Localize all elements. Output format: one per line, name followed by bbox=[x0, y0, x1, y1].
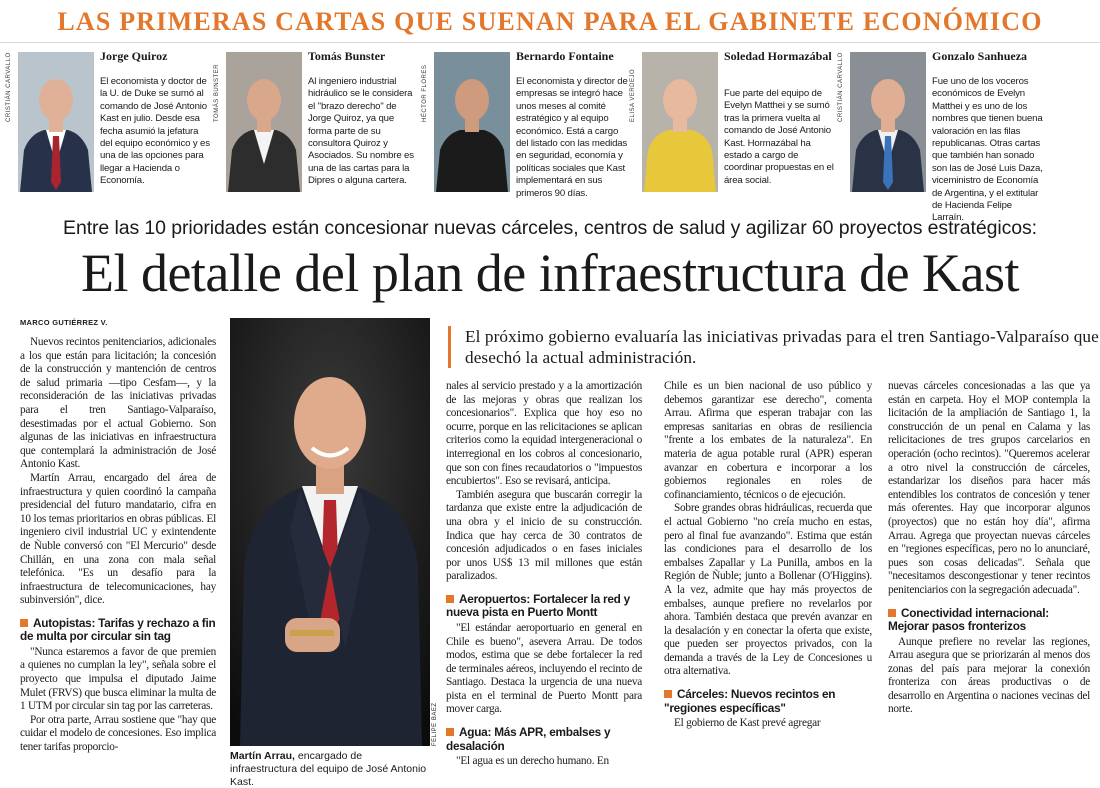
text-column: Chile es un bien nacional de uso público… bbox=[664, 380, 872, 786]
profile-name: Gonzalo Sanhueza bbox=[932, 49, 1028, 63]
caption-name: Martín Arrau, bbox=[230, 750, 295, 762]
subhead: Aeropuertos: Fortalecer la red y nueva p… bbox=[446, 592, 642, 620]
profile-text: Fue uno de los voceros económicos de Eve… bbox=[932, 76, 1043, 224]
photo-credit: ELISA VERDEJO bbox=[630, 68, 636, 122]
paragraph: nuevas cárceles concesionadas a las que … bbox=[888, 380, 1090, 596]
photo-caption: Martín Arrau, encargado de infraestructu… bbox=[230, 750, 430, 788]
profile-card: TOMÁS BUNSTER Tomás Bunster Al ingeniero i… bbox=[214, 49, 422, 196]
paragraph: "El estándar aeroportuario en general en… bbox=[446, 621, 642, 716]
paragraph: "Nunca estaremos a favor de que premien … bbox=[20, 645, 216, 713]
profile-name: Bernardo Fontaine bbox=[516, 49, 614, 63]
profile-text: Al ingeniero industrial hidráulico se le… bbox=[308, 76, 414, 187]
photo-credit: CRISTIÁN CARVALLO bbox=[838, 52, 844, 122]
profile-card: CRISTIÁN CARVALLO Jorge Quiroz El economis… bbox=[6, 49, 214, 196]
subhead: Agua: Más APR, embalses y desalación bbox=[446, 725, 642, 753]
paragraph: Martín Arrau, encargado del área de infr… bbox=[20, 471, 216, 607]
text-column: nuevas cárceles concesionadas a las que … bbox=[888, 380, 1090, 786]
profile-card: CRISTIÁN CARVALLO Gonzalo Sanhueza Fue uno… bbox=[838, 49, 1046, 224]
main-photo bbox=[230, 318, 430, 746]
profile-photo bbox=[18, 52, 94, 192]
byline: MARCO GUTIÉRREZ V. bbox=[20, 318, 108, 327]
profile-card: HÉCTOR FLORES Bernardo Fontaine El economi… bbox=[422, 49, 630, 199]
profile-text: El economista y director de empresas se … bbox=[516, 76, 628, 199]
paragraph: Aunque prefiere no revelar las regiones,… bbox=[888, 635, 1090, 716]
text-column: Nuevos recintos penitenciarios, adiciona… bbox=[20, 336, 216, 786]
profile-card: ELISA VERDEJO Soledad Hormazábal Fue parte… bbox=[630, 49, 838, 196]
paragraph: También asegura que buscarán corregir la… bbox=[446, 488, 642, 583]
profile-text: Fue parte del equipo de Evelyn Matthei y… bbox=[724, 88, 834, 186]
photo-credit: HÉCTOR FLORES bbox=[422, 64, 428, 122]
profile-photo bbox=[226, 52, 302, 192]
profile-photo bbox=[642, 52, 718, 192]
paragraph: Por otra parte, Arrau sostiene que "hay … bbox=[20, 713, 216, 754]
paragraph: El gobierno de Kast prevé agregar bbox=[674, 717, 821, 730]
profile-name: Soledad Hormazábal bbox=[724, 49, 832, 63]
paragraph: "El agua es un derecho humano. En bbox=[456, 755, 609, 768]
paragraph: nales al servicio prestado y a la amorti… bbox=[446, 380, 642, 488]
subhead: Cárceles: Nuevos recintos en "regiones e… bbox=[664, 687, 872, 715]
profile-name: Tomás Bunster bbox=[308, 49, 386, 63]
profile-name: Jorge Quiroz bbox=[100, 49, 168, 63]
photo-credit: TOMÁS BUNSTER bbox=[214, 63, 220, 122]
text-column: nales al servicio prestado y a la amorti… bbox=[446, 380, 642, 786]
banner: LAS PRIMERAS CARTAS QUE SUENAN PARA EL G… bbox=[0, 0, 1100, 43]
paragraph: Chile es un bien nacional de uso público… bbox=[664, 380, 872, 501]
subhead: Conectividad internacional: Mejorar paso… bbox=[888, 606, 1090, 634]
paragraph: Sobre grandes obras hidráulicas, recuerd… bbox=[664, 502, 872, 678]
subhead: Autopistas: Tarifas y rechazo a fin de m… bbox=[20, 615, 216, 644]
photo-credit: CRISTIÁN CARVALLO bbox=[6, 52, 12, 122]
profile-text: El economista y doctor de la U. de Duke … bbox=[100, 76, 210, 187]
profile-photo bbox=[850, 52, 926, 192]
photo-credit: FELIPE BAEZ bbox=[432, 702, 438, 746]
kicker: Entre las 10 prioridades están concesion… bbox=[63, 217, 1037, 239]
headline: El detalle del plan de infraestructura d… bbox=[80, 243, 1020, 303]
profile-photo bbox=[434, 52, 510, 192]
paragraph: Nuevos recintos penitenciarios, adiciona… bbox=[20, 336, 216, 471]
caption-text: encargado de infraestructura del equipo … bbox=[230, 750, 427, 788]
deck: El próximo gobierno evaluaría las inicia… bbox=[448, 326, 1100, 368]
